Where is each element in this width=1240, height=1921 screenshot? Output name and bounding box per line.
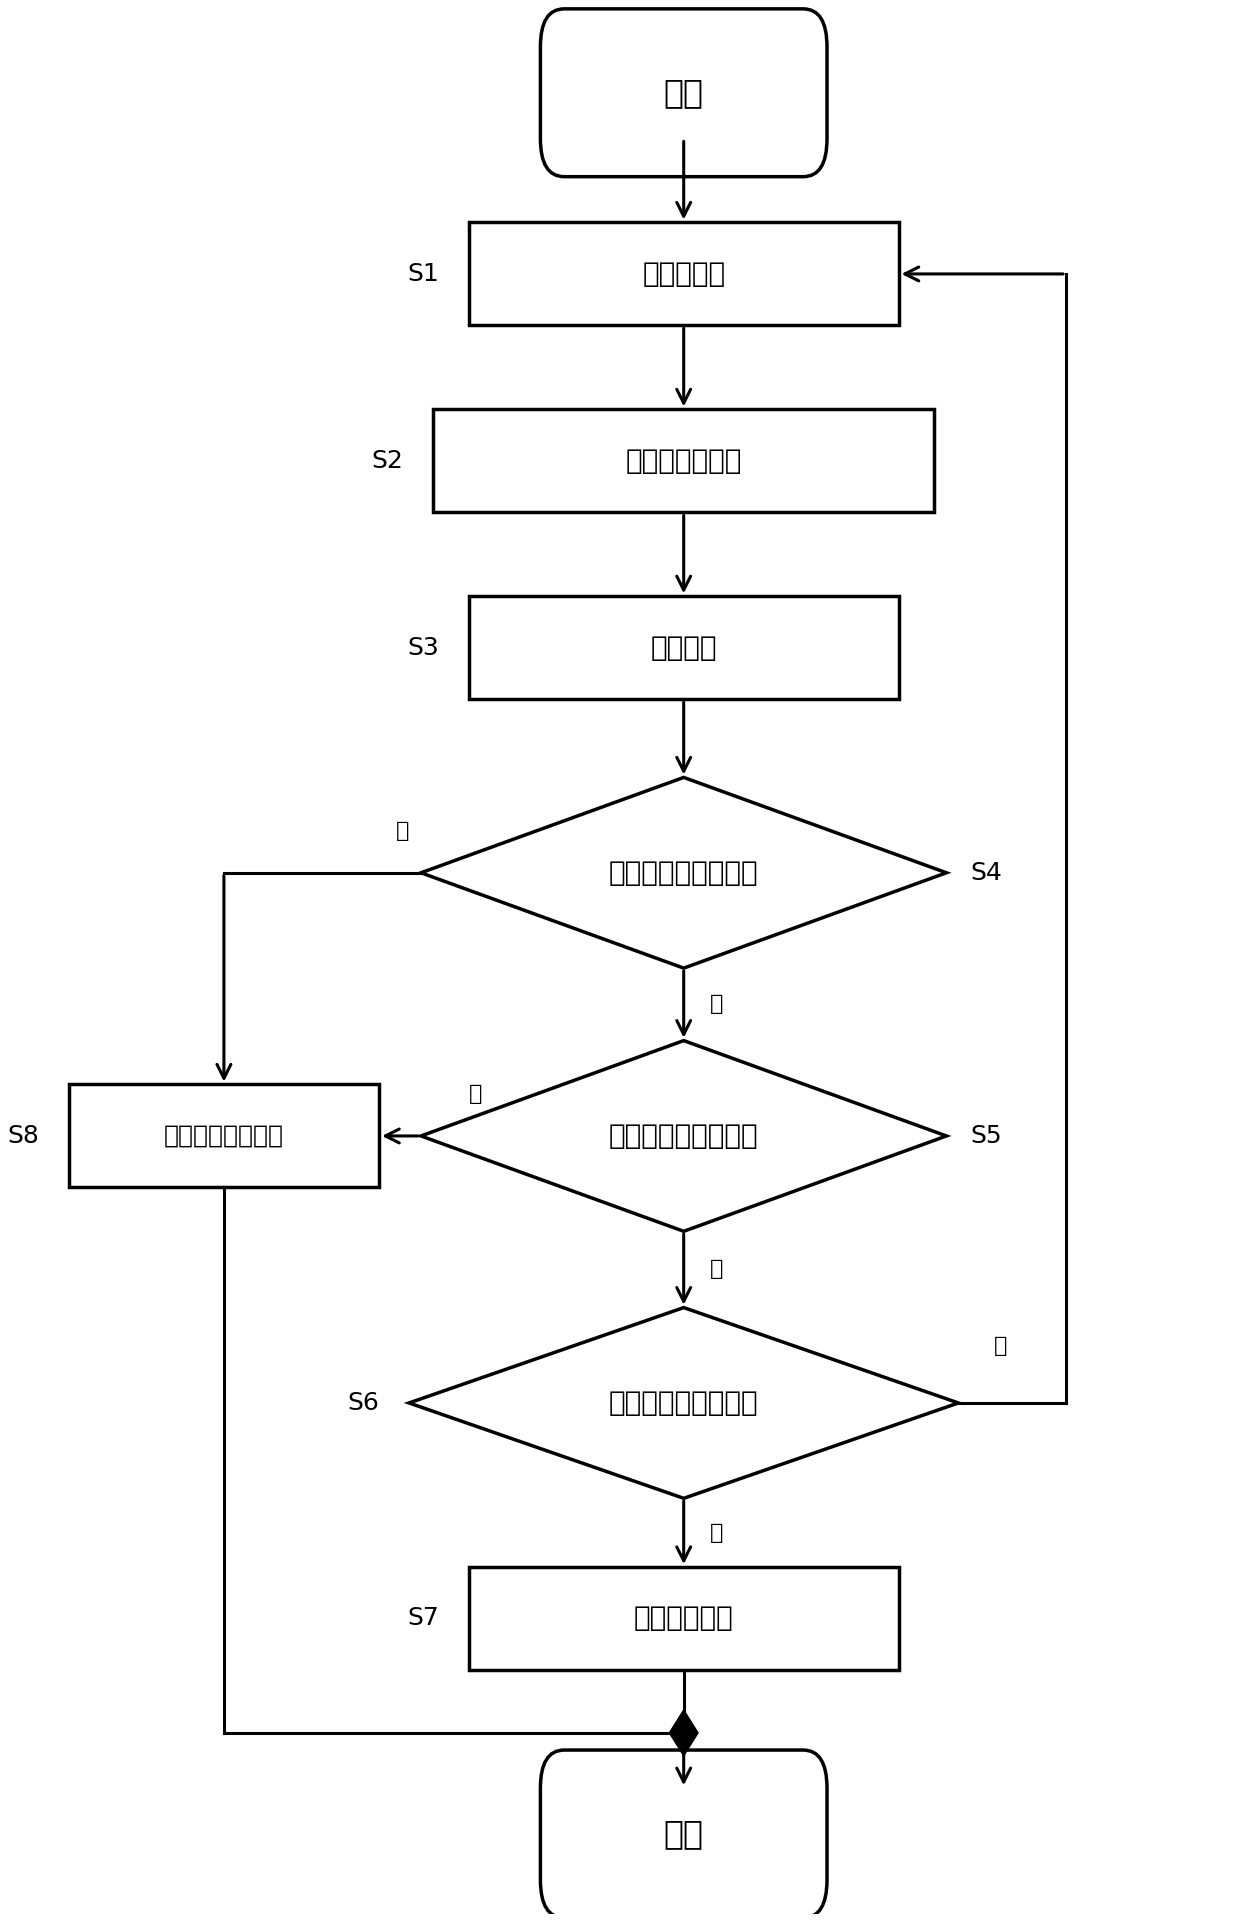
Polygon shape bbox=[670, 1710, 698, 1756]
Text: 是: 是 bbox=[711, 1260, 723, 1279]
Text: 否: 否 bbox=[994, 1335, 1008, 1356]
Text: S2: S2 bbox=[371, 450, 403, 473]
Bar bbox=[433, 409, 935, 513]
Polygon shape bbox=[409, 1308, 959, 1498]
Bar bbox=[469, 1568, 899, 1669]
Text: 定时上传时间到时？: 定时上传时间到时？ bbox=[609, 1389, 759, 1418]
Text: 三相电流是否正常？: 三相电流是否正常？ bbox=[609, 1122, 759, 1151]
Text: 否: 否 bbox=[396, 820, 409, 841]
FancyBboxPatch shape bbox=[541, 1750, 827, 1917]
Text: S5: S5 bbox=[971, 1124, 1002, 1149]
Text: 是: 是 bbox=[711, 995, 723, 1014]
Text: 是: 是 bbox=[711, 1523, 723, 1543]
Text: 开始: 开始 bbox=[663, 1817, 704, 1850]
Text: 否: 否 bbox=[469, 1083, 482, 1105]
Text: 采集电流値: 采集电流値 bbox=[642, 259, 725, 288]
Text: 单相电流是否正常？: 单相电流是否正常？ bbox=[609, 859, 759, 888]
Bar bbox=[469, 596, 899, 699]
FancyBboxPatch shape bbox=[541, 10, 827, 177]
Text: 定时上传数据: 定时上传数据 bbox=[634, 1604, 734, 1633]
Text: S7: S7 bbox=[407, 1606, 439, 1631]
Polygon shape bbox=[420, 778, 946, 968]
Bar bbox=[469, 223, 899, 325]
Bar bbox=[68, 1085, 379, 1187]
Polygon shape bbox=[420, 1041, 946, 1231]
Text: 上传实时报警数据: 上传实时报警数据 bbox=[164, 1124, 284, 1149]
Text: S4: S4 bbox=[971, 861, 1002, 886]
Text: 开始: 开始 bbox=[663, 77, 704, 109]
Text: 数字滤波: 数字滤波 bbox=[651, 634, 717, 661]
Text: S1: S1 bbox=[407, 261, 439, 286]
Text: S3: S3 bbox=[407, 636, 439, 659]
Text: S6: S6 bbox=[347, 1391, 379, 1416]
Text: S8: S8 bbox=[7, 1124, 38, 1149]
Text: 建立电流値序列: 建立电流値序列 bbox=[625, 448, 742, 474]
